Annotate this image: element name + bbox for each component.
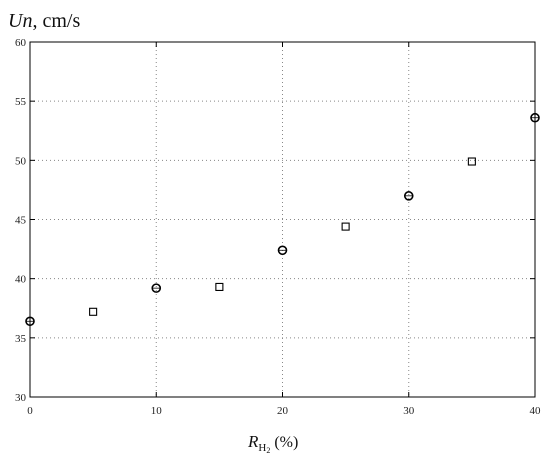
y-tick-label: 30 <box>15 392 27 404</box>
square-data-point <box>341 222 350 231</box>
y-tick-label: 40 <box>15 274 27 286</box>
y-tick-label: 60 <box>15 37 27 49</box>
y-tick-label: 35 <box>15 333 27 345</box>
y-tick-label: 45 <box>15 215 27 227</box>
y-tick-label: 50 <box>15 155 27 167</box>
x-tick-label: 20 <box>277 405 289 417</box>
x-axis-title: RH2 (%) <box>247 432 298 455</box>
x-axis-symbol: R <box>247 432 259 451</box>
y-axis-title: Un, cm/s <box>8 10 80 32</box>
x-tick-label: 10 <box>151 405 163 417</box>
x-tick-label: 30 <box>403 405 415 417</box>
y-axis-title-rest: , cm/s <box>32 10 80 32</box>
square-data-point <box>215 282 224 292</box>
square-data-point <box>467 157 476 166</box>
y-tick-label: 55 <box>15 96 27 108</box>
gridlines <box>30 42 535 397</box>
x-tick-label: 40 <box>530 405 542 417</box>
axis-ticks: 0 10 20 30 40 30 35 40 45 50 55 60 <box>15 37 541 417</box>
square-data-point <box>89 307 98 316</box>
y-axis-title-italic: Un <box>8 10 32 32</box>
x-axis-unit: (%) <box>274 434 298 451</box>
x-axis-subsubscript: 2 <box>266 446 270 455</box>
data-markers <box>25 112 540 327</box>
x-tick-label: 0 <box>27 405 33 417</box>
x-axis-subscript: H <box>258 442 266 454</box>
